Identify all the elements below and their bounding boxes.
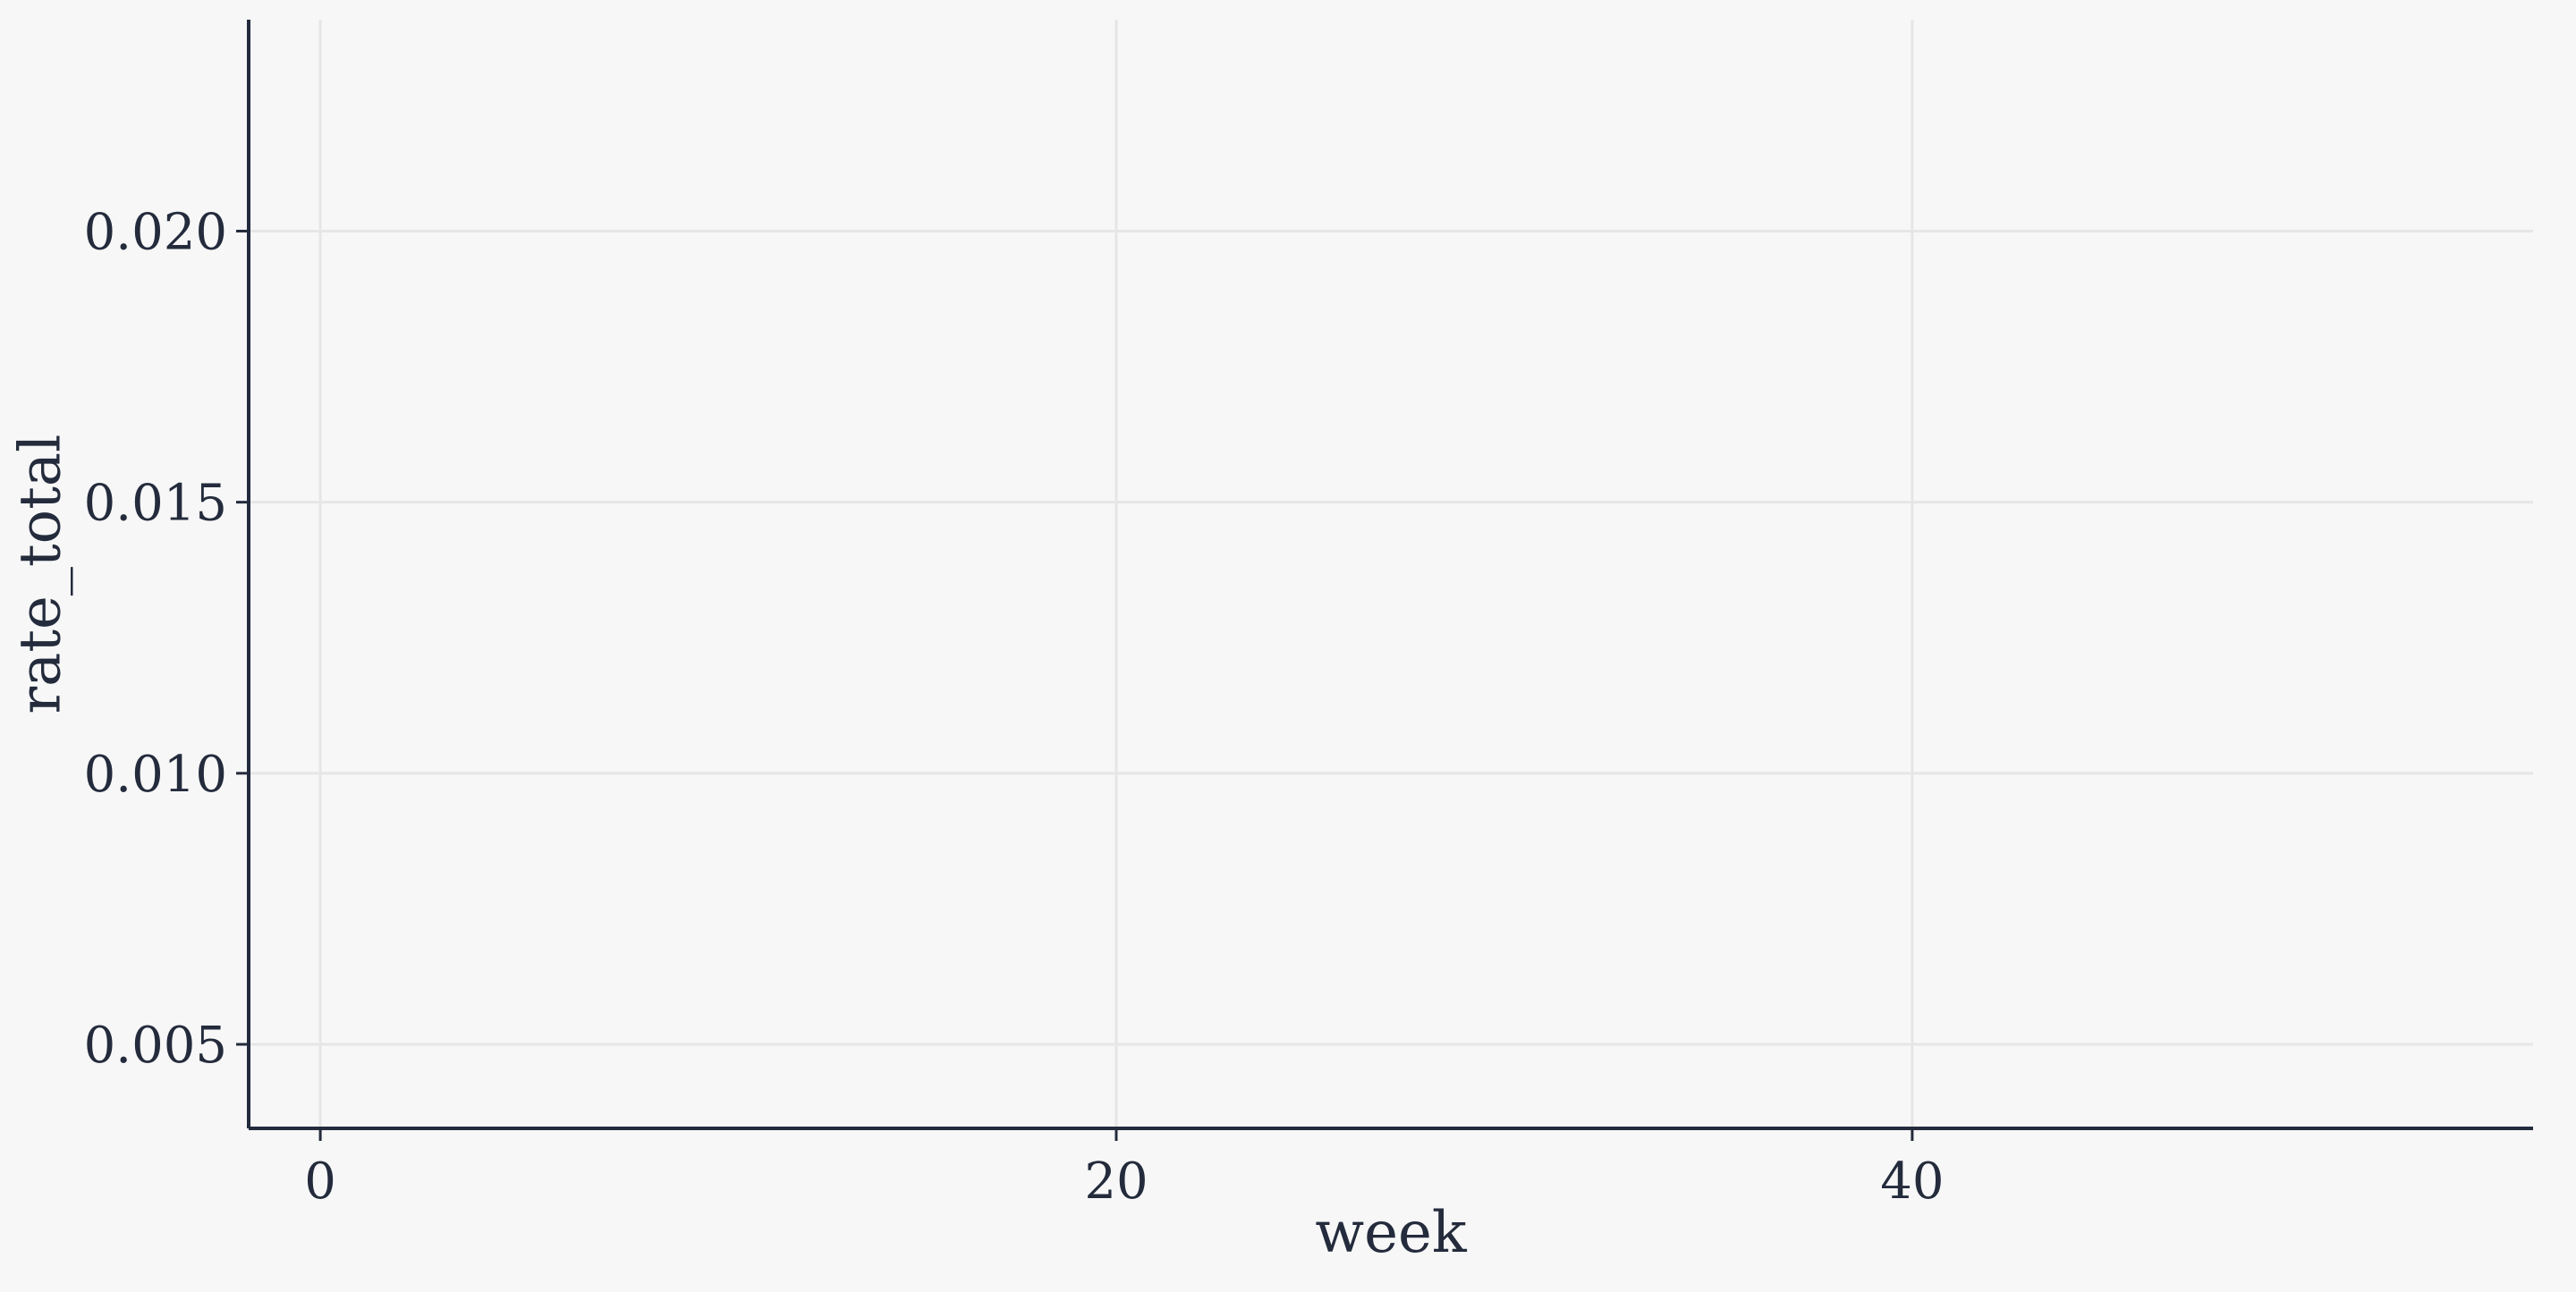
y-tick-label: 0.010 <box>84 746 227 804</box>
y-tick-label: 0.005 <box>84 1017 227 1075</box>
y-tick-label: 0.020 <box>84 203 227 261</box>
x-tick-label: 40 <box>1880 1153 1944 1211</box>
y-axis-title: rate_total <box>8 435 74 714</box>
x-axis-title: week <box>1315 1200 1468 1266</box>
x-tick-label: 20 <box>1084 1153 1148 1211</box>
axis-layer <box>247 20 2533 1130</box>
grid-layer <box>249 20 2533 1128</box>
x-tick-label: 0 <box>304 1153 336 1211</box>
tick-layer: 0 20 40 0.005 0.010 0.015 0.020 <box>84 203 1945 1211</box>
y-tick-label: 0.015 <box>84 475 227 533</box>
